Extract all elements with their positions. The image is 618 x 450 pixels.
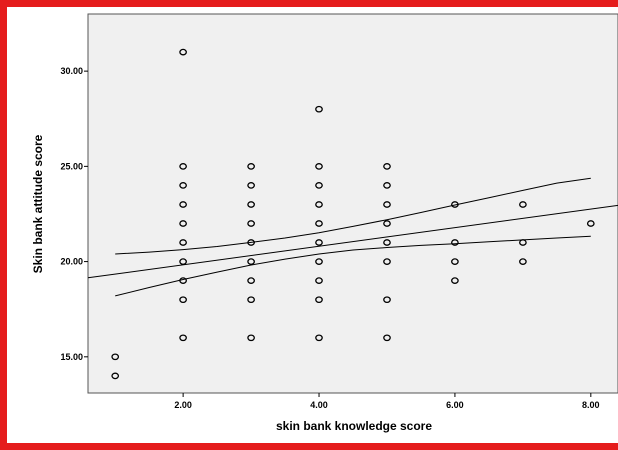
data-point bbox=[111, 372, 120, 380]
data-points bbox=[111, 48, 595, 380]
data-point bbox=[451, 239, 459, 246]
data-point bbox=[451, 277, 459, 284]
data-point bbox=[383, 182, 391, 189]
data-point bbox=[315, 258, 323, 265]
data-point bbox=[451, 258, 459, 265]
x-tick-label: 4.00 bbox=[310, 400, 328, 410]
data-point bbox=[179, 220, 187, 227]
data-point bbox=[315, 296, 323, 304]
data-point bbox=[179, 239, 187, 246]
fit-lines bbox=[87, 177, 618, 297]
data-point bbox=[247, 258, 255, 265]
data-point bbox=[315, 334, 323, 342]
data-point bbox=[519, 258, 527, 265]
data-point bbox=[247, 277, 255, 284]
fit-line bbox=[87, 204, 618, 279]
data-point bbox=[247, 201, 255, 208]
x-tick-label: 2.00 bbox=[174, 400, 192, 410]
data-point bbox=[383, 239, 391, 246]
data-point bbox=[315, 201, 323, 208]
data-point bbox=[179, 334, 187, 342]
data-point bbox=[111, 353, 120, 361]
data-point bbox=[315, 182, 323, 189]
data-point bbox=[247, 182, 255, 189]
data-point bbox=[383, 258, 391, 265]
data-point bbox=[383, 201, 391, 208]
ci-lower-line bbox=[115, 235, 591, 297]
data-point bbox=[383, 220, 391, 227]
data-point bbox=[383, 163, 391, 170]
y-tick-label: 25.00 bbox=[60, 161, 83, 171]
y-tick-label: 15.00 bbox=[60, 352, 83, 362]
y-axis-label: Skin bank attitude score bbox=[31, 134, 45, 273]
data-point bbox=[247, 239, 255, 246]
y-tick-label: 20.00 bbox=[60, 257, 83, 267]
data-point bbox=[179, 48, 187, 56]
data-point bbox=[179, 277, 187, 284]
data-point bbox=[519, 239, 527, 246]
data-point bbox=[247, 163, 255, 170]
y-tick-label: 30.00 bbox=[60, 66, 83, 76]
data-point bbox=[315, 239, 323, 246]
data-point bbox=[519, 201, 527, 208]
data-point bbox=[247, 296, 255, 304]
data-point bbox=[383, 334, 391, 342]
axis-ticks: 15.00 20.00 25.00 30.00 2.00 4.00 6.00 8.00 bbox=[60, 66, 599, 410]
data-point bbox=[315, 277, 323, 284]
x-tick-label: 8.00 bbox=[582, 400, 600, 410]
plot-area bbox=[87, 13, 618, 394]
ci-upper-line bbox=[115, 177, 591, 255]
data-point bbox=[315, 163, 323, 170]
data-point bbox=[247, 220, 255, 227]
data-point bbox=[179, 296, 187, 304]
data-point bbox=[179, 182, 187, 189]
data-point bbox=[315, 220, 323, 227]
x-axis-label: skin bank knowledge score bbox=[276, 419, 432, 433]
x-tick-label: 6.00 bbox=[446, 400, 464, 410]
data-point bbox=[586, 220, 595, 227]
data-point bbox=[383, 296, 391, 304]
data-point bbox=[179, 258, 187, 265]
data-point bbox=[451, 201, 459, 208]
data-point bbox=[179, 163, 187, 170]
data-point bbox=[315, 105, 323, 113]
data-point bbox=[247, 334, 255, 342]
data-point bbox=[179, 201, 187, 208]
